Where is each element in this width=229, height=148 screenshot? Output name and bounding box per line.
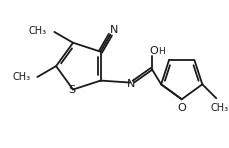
Text: N: N <box>127 79 135 89</box>
Text: CH₃: CH₃ <box>210 103 228 113</box>
Text: O: O <box>177 103 186 113</box>
Text: S: S <box>68 85 76 95</box>
Text: H: H <box>158 47 164 56</box>
Text: N: N <box>110 25 119 35</box>
Text: CH₃: CH₃ <box>12 72 30 82</box>
Text: O: O <box>150 46 158 56</box>
Text: CH₃: CH₃ <box>28 26 46 36</box>
